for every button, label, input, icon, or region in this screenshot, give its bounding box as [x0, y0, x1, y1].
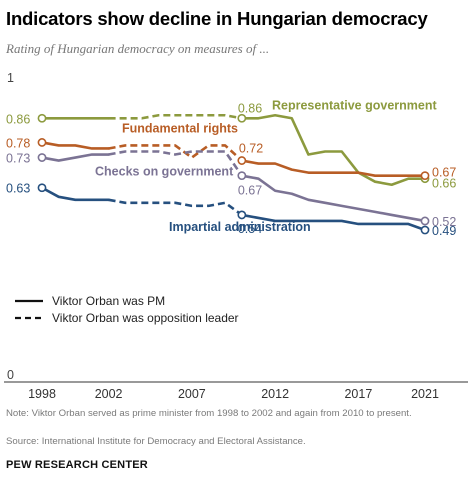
series-line-solid	[240, 113, 427, 187]
x-tick-label: 2007	[178, 387, 206, 401]
series-checks-on-government	[37, 150, 430, 226]
data-value-label: 0.52	[432, 215, 456, 229]
legend-label: Viktor Orban was opposition leader	[52, 311, 239, 325]
series-line-dashed	[108, 113, 243, 120]
y-tick-label: 1	[7, 71, 14, 85]
data-point-marker	[237, 171, 247, 181]
legend-label: Viktor Orban was PM	[52, 294, 165, 308]
series-line-solid	[240, 213, 427, 232]
series-line-solid	[40, 186, 110, 202]
data-point-marker	[37, 153, 47, 162]
source-note: Source: International Institute for Demo…	[6, 436, 306, 447]
series-line-dashed	[108, 144, 243, 162]
data-value-label: 0.63	[6, 182, 30, 196]
series-line-dashed	[108, 150, 243, 177]
data-value-label: 0.72	[239, 142, 263, 156]
y-tick-label: 0	[7, 368, 14, 382]
style-legend: Viktor Orban was PM Viktor Orban was oppo…	[15, 294, 239, 325]
series-line-solid	[240, 174, 427, 223]
data-point-marker	[37, 183, 47, 193]
series-line-solid	[40, 153, 110, 162]
series-line-solid	[40, 141, 110, 150]
series-line-dashed	[108, 198, 243, 216]
labels-layer: 0.86 0.86 0.66 0.78 0.72 0.67 0.73 0.67 0.52 0.63…	[6, 98, 456, 238]
series-name-label: Fundamental rights	[122, 121, 238, 135]
series-impartial-administration	[37, 183, 430, 235]
data-point-marker	[37, 138, 47, 147]
chart-title: Indicators show decline in Hungarian dem…	[6, 8, 428, 29]
data-value-label: 0.86	[238, 101, 262, 115]
data-point-marker	[37, 113, 47, 123]
x-tick-label: 2021	[411, 387, 439, 401]
series-name-label: Representative government	[272, 98, 437, 112]
x-tick-label: 2012	[261, 387, 289, 401]
series-representative-government	[37, 113, 430, 187]
brand-logo-text: PEW RESEARCH CENTER	[6, 459, 148, 471]
footnote: Note: Viktor Orban served as prime minis…	[6, 408, 412, 419]
series-name-label: Impartial administration	[169, 220, 311, 234]
chart-subtitle: Rating of Hungarian democracy on measure…	[6, 41, 270, 56]
data-value-label: 0.86	[6, 112, 30, 126]
data-point-marker	[420, 171, 430, 181]
x-tick-label: 2017	[344, 387, 372, 401]
data-value-label: 0.67	[238, 184, 262, 198]
data-point-marker	[237, 113, 247, 123]
series-layer	[37, 113, 430, 235]
data-value-label: 0.67	[432, 166, 456, 180]
data-value-label: 0.73	[6, 152, 30, 166]
data-value-label: 0.54	[238, 222, 262, 236]
data-point-marker	[420, 225, 430, 235]
x-tick-label: 1998	[28, 387, 56, 401]
data-value-label: 0.66	[432, 177, 456, 191]
x-tick-label: 2002	[95, 387, 123, 401]
data-value-label: 0.49	[432, 224, 456, 238]
chart-axes: 0 1 1998 2002 2007 2012 2017 2021	[4, 71, 468, 401]
data-point-marker	[420, 216, 430, 226]
series-name-label: Checks on government	[95, 165, 234, 179]
data-point-marker	[237, 210, 247, 220]
data-point-marker	[237, 156, 247, 165]
series-line-solid	[240, 159, 427, 177]
data-value-label: 0.78	[6, 136, 30, 150]
series-fundamental-rights	[37, 138, 430, 181]
